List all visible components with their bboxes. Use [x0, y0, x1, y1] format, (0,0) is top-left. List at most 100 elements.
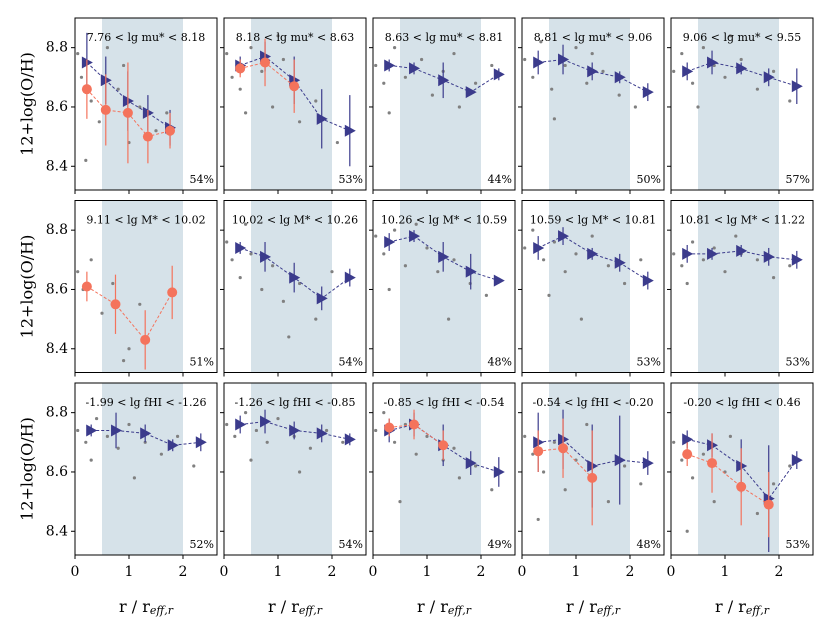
- frame: [223, 17, 367, 191]
- panel-title: 9.06 < lg mu* < 9.55: [683, 31, 801, 44]
- marker: [344, 433, 356, 446]
- x-tick-label: 0: [71, 564, 80, 580]
- marker: [763, 250, 775, 263]
- galaxy-point: [281, 299, 285, 303]
- galaxy-point: [712, 246, 716, 250]
- galaxy-point: [387, 287, 391, 292]
- x-tick-label: 2: [328, 564, 337, 580]
- fraction-label: 54%: [190, 173, 214, 186]
- galaxy-point: [552, 117, 556, 121]
- panel-title: 10.26 < lg M* < 10.59: [381, 214, 507, 227]
- galaxy-point: [97, 120, 101, 124]
- galaxy-point: [680, 458, 684, 462]
- galaxy-point: [94, 416, 99, 421]
- galaxy-point: [403, 264, 407, 268]
- galaxy-point: [121, 63, 126, 68]
- galaxy-point: [238, 276, 242, 280]
- galaxy-point: [243, 222, 248, 226]
- marker: [438, 440, 449, 451]
- x-tick-label: 1: [572, 564, 581, 580]
- galaxy-point: [89, 458, 93, 462]
- galaxy-point: [685, 529, 689, 533]
- galaxy-point: [622, 281, 627, 286]
- galaxy-point: [550, 87, 554, 91]
- galaxy-point: [672, 252, 676, 256]
- shaded-region: [399, 18, 481, 190]
- galaxy-point: [89, 258, 93, 262]
- frame: [223, 382, 367, 556]
- marker: [493, 68, 505, 81]
- marker: [763, 71, 775, 84]
- galaxy-point: [728, 34, 732, 38]
- galaxy-point: [446, 317, 451, 321]
- galaxy-point: [701, 258, 705, 262]
- x-tick-label: 0: [220, 564, 229, 580]
- shaded-region: [399, 200, 481, 373]
- galaxy-point: [154, 129, 158, 133]
- galaxy-point: [308, 446, 312, 450]
- galaxy-point: [414, 452, 418, 456]
- marker: [465, 457, 477, 470]
- galaxy-point: [531, 75, 535, 79]
- frame: [670, 200, 814, 373]
- marker: [642, 86, 654, 99]
- marker: [791, 454, 803, 467]
- fraction-label: 57%: [786, 173, 810, 186]
- galaxy-point: [690, 240, 695, 244]
- marker: [344, 271, 356, 284]
- fraction-label: 53%: [786, 538, 810, 551]
- galaxy-point: [260, 287, 264, 292]
- galaxy-point: [233, 434, 237, 438]
- marker: [165, 125, 176, 136]
- frame: [521, 200, 665, 373]
- galaxy-point: [531, 452, 535, 456]
- marker: [682, 433, 694, 446]
- marker: [707, 247, 719, 260]
- galaxy-point: [680, 264, 684, 268]
- x-tick-label: 2: [775, 564, 784, 580]
- fraction-label: 53%: [786, 356, 810, 369]
- galaxy-point: [452, 446, 456, 450]
- shaded-region: [101, 383, 183, 555]
- marker: [493, 274, 505, 287]
- galaxy-point: [382, 411, 386, 415]
- marker: [316, 427, 328, 440]
- galaxy-point: [105, 46, 109, 50]
- marker: [142, 131, 153, 142]
- marker: [465, 86, 477, 99]
- panel: 10.59 < lg M* < 10.81 53%: [518, 200, 665, 377]
- marker: [344, 124, 356, 137]
- galaxy-point: [452, 258, 456, 262]
- marker: [736, 481, 747, 492]
- y-tick-label: 8.8: [46, 222, 68, 238]
- galaxy-point: [225, 51, 229, 56]
- galaxy-point: [138, 302, 142, 306]
- frame: [521, 382, 665, 556]
- x-tick-label: 2: [477, 564, 486, 580]
- galaxy-point: [138, 105, 142, 109]
- galaxy-point: [672, 69, 676, 73]
- panel-title: -1.26 < lg fHI < -0.85: [235, 396, 356, 409]
- galaxy-point: [639, 482, 643, 486]
- y-axis-label: 12+log(O/H): [18, 417, 37, 521]
- y-tick-label: 8.6: [46, 99, 68, 115]
- galaxy-point: [287, 335, 291, 339]
- galaxy-point: [374, 63, 378, 68]
- galaxy-point: [771, 482, 776, 486]
- galaxy-point: [728, 434, 732, 438]
- y-tick-label: 8.4: [46, 341, 68, 357]
- frame: [223, 200, 367, 373]
- panel: 8.18 < lg mu* < 8.63 53%: [220, 17, 367, 194]
- galaxy-point: [121, 359, 126, 363]
- x-axis-label-main: r / r: [417, 597, 448, 616]
- galaxy-point: [127, 347, 131, 351]
- panel-title: 10.02 < lg M* < 10.26: [232, 214, 358, 227]
- panel: 8.4 8.6 8.8 9.11 < lg M* < 10.02 51% 12+log(O…: [18, 200, 218, 377]
- panel-title: 9.11 < lg M* < 10.02: [86, 214, 205, 227]
- marker: [791, 80, 803, 93]
- panel-title: -0.54 < lg fHI < -0.20: [533, 396, 654, 409]
- galaxy-point: [111, 281, 115, 286]
- galaxy-point: [490, 63, 494, 68]
- fraction-label: 54%: [339, 356, 363, 369]
- galaxy-point: [398, 500, 402, 504]
